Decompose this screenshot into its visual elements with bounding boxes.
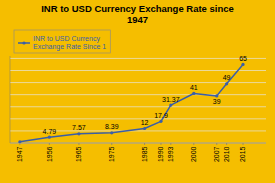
x-tick-label: 1947 [16, 146, 23, 162]
legend: INR to USD CurrencyExchange Rate Since 1 [14, 30, 110, 53]
x-tick [216, 143, 217, 145]
data-label: 49 [223, 74, 231, 81]
data-label: 8.39 [105, 123, 119, 130]
grid-line [10, 70, 266, 71]
x-tick [160, 143, 161, 145]
x-tick-label: 2007 [213, 146, 220, 162]
title: INR to USD Currency Exchange Rate since1… [41, 3, 234, 25]
marker [225, 82, 228, 85]
data-label: 7.57 [72, 124, 86, 131]
x-tick [226, 143, 227, 145]
data-label: 41 [190, 84, 198, 91]
x-tick-label: 1975 [108, 146, 115, 162]
legend-label: INR to USD CurrencyExchange Rate Since 1 [33, 35, 106, 51]
legend-swatch [18, 42, 30, 44]
marker [159, 120, 162, 123]
legend-marker [22, 41, 25, 44]
marker [48, 136, 51, 139]
marker [110, 131, 113, 134]
grid-line [10, 118, 266, 119]
series-group [18, 63, 244, 143]
x-tick [193, 143, 194, 145]
x-tick [170, 143, 171, 145]
chart-container: INR to USD Currency Exchange Rate since1… [0, 0, 275, 183]
x-tick [49, 143, 50, 145]
grid-line [10, 143, 266, 144]
marker [143, 127, 146, 130]
x-tick-label: 2015 [239, 146, 246, 162]
x-tick-label: 1985 [141, 146, 148, 162]
x-tick [78, 143, 79, 145]
x-tick-label: 1993 [167, 146, 174, 162]
x-tick [144, 143, 145, 145]
x-tick [19, 143, 20, 145]
x-tick-label: 1956 [46, 146, 53, 162]
y-axis [10, 56, 11, 143]
background [0, 0, 275, 183]
grid-line [10, 58, 266, 59]
marker [18, 140, 21, 143]
legend-frame [14, 30, 110, 53]
x-tick [111, 143, 112, 145]
grid-line [10, 106, 266, 107]
marker [241, 63, 244, 66]
x-tick-label: 2010 [223, 146, 230, 162]
line [20, 64, 243, 141]
x-tick-label: 1990 [157, 146, 164, 162]
marker [77, 132, 80, 135]
data-label: 65 [239, 55, 247, 62]
data-label: 17.9 [154, 112, 168, 119]
data-label: 12 [141, 119, 149, 126]
data-label: 4.79 [43, 128, 57, 135]
data-label: 31.37 [162, 96, 180, 103]
x-tick-label: 2000 [190, 146, 197, 162]
data-label: 39 [213, 98, 221, 105]
grid-line [10, 94, 266, 95]
x-tick [243, 143, 244, 145]
marker [192, 92, 195, 95]
chart: INR to USD Currency Exchange Rate since1… [0, 0, 275, 183]
x-tick-label: 1965 [75, 146, 82, 162]
marker [169, 103, 172, 106]
x-axis [10, 143, 266, 144]
